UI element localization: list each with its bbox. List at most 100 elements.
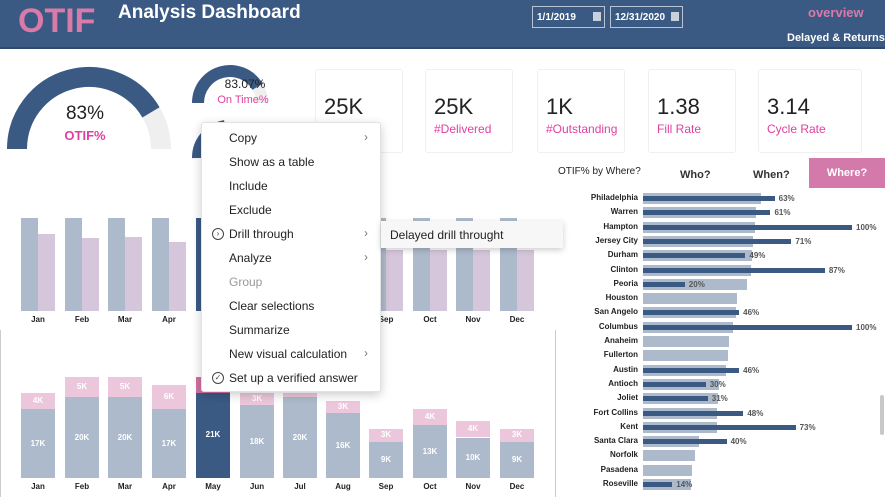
calendar-icon[interactable] (671, 12, 679, 21)
month-stack-bar-top[interactable]: 3K (500, 429, 534, 442)
menu-item-include[interactable]: Include (229, 179, 268, 193)
month-label: Jan (31, 482, 45, 491)
menu-item-copy[interactable]: Copy (229, 131, 258, 145)
menu-item-clear-selections[interactable]: Clear selections (229, 299, 315, 313)
bar-value-label: 4K (32, 396, 44, 406)
month-stack-bar[interactable]: 17K (21, 409, 55, 478)
month-bar-series1[interactable] (108, 218, 125, 311)
month-stack-bar[interactable]: 20K (108, 397, 142, 478)
city-otif-bar[interactable] (643, 381, 706, 387)
month-stack-bar-top[interactable] (283, 392, 317, 397)
start-date-picker[interactable]: 1/1/2019 (532, 6, 605, 28)
city-otif-bar[interactable] (643, 367, 740, 373)
city-otif-bar[interactable] (643, 196, 775, 201)
city-otif-bar[interactable] (643, 482, 673, 487)
month-bar-series1[interactable] (21, 218, 38, 311)
city-otif-bar[interactable] (643, 253, 746, 259)
month-bar-series2[interactable] (473, 249, 490, 311)
city-otif-bar[interactable] (643, 410, 744, 416)
city-otif-bar[interactable] (643, 210, 771, 216)
start-date: 1/1/2019 (537, 12, 576, 23)
month-bar-series2[interactable] (386, 249, 403, 311)
city-otif-bar[interactable] (643, 439, 727, 445)
tab-where[interactable]: Where? (809, 158, 885, 188)
city-otif-label: 100% (856, 222, 877, 232)
month-label: Feb (74, 482, 90, 491)
month-bar-series1[interactable] (152, 218, 169, 311)
city-total-bar[interactable] (643, 464, 692, 476)
city-otif-bar[interactable] (643, 324, 852, 330)
kpi-value: 25K (324, 94, 364, 119)
menu-item-set-up-a-verified-answer[interactable]: Set up a verified answer (229, 371, 358, 385)
city-label: Roseville (602, 479, 638, 488)
city-otif-bar[interactable] (643, 310, 740, 316)
month-stack-bar-top[interactable]: 5K (65, 376, 99, 397)
otif-gauge (7, 67, 171, 150)
month-stack-bar-top[interactable]: 5K (108, 376, 142, 397)
city-otif-bar[interactable] (643, 424, 796, 430)
kpi-card: 1K #Outstanding (537, 69, 625, 153)
month-stack-bar-top[interactable]: 3K (326, 401, 360, 414)
city-otif-bar[interactable] (643, 281, 685, 287)
tab-who[interactable]: Who? (680, 169, 711, 181)
month-bar-series1[interactable] (65, 218, 82, 311)
nav-overview[interactable]: overview (808, 5, 864, 20)
month-bar-series2[interactable] (38, 233, 55, 311)
month-bar-series2[interactable] (430, 249, 447, 311)
month-bar-series2[interactable] (82, 237, 99, 311)
ontime-gauge (192, 65, 268, 104)
month-stack-bar[interactable]: 20K (283, 397, 317, 478)
city-label: Jersey City (595, 235, 638, 245)
menu-item-exclude[interactable]: Exclude (229, 203, 272, 217)
city-otif-bar[interactable] (643, 238, 792, 244)
menu-item-analyze[interactable]: Analyze (229, 251, 272, 265)
bar-value-label: 3K (251, 394, 263, 403)
month-stack-bar-top[interactable]: 4K (21, 392, 55, 410)
month-label: Mar (117, 482, 133, 491)
month-bar-series2[interactable] (517, 249, 534, 311)
city-label: Anaheim (604, 336, 638, 345)
city-otif-label: 87% (828, 265, 845, 275)
menu-item-summarize[interactable]: Summarize (229, 323, 290, 337)
month-stack-bar[interactable]: 17K (152, 409, 186, 478)
city-otif-bar[interactable] (643, 224, 852, 230)
menu-item-show-as-a-table[interactable]: Show as a table (229, 155, 315, 169)
city-label: Fort Collins (593, 407, 638, 417)
tab-when[interactable]: When? (753, 169, 790, 181)
month-stack-bar[interactable]: 16K (326, 413, 360, 478)
month-stack-bar[interactable]: 20K (65, 397, 99, 478)
month-stack-bar[interactable]: 21K (196, 392, 230, 478)
month-stack-bar[interactable]: 10K (456, 437, 490, 478)
scrollbar[interactable] (880, 395, 884, 435)
city-otif-bar[interactable] (643, 396, 708, 402)
submenu-delayed-drill-through[interactable]: Delayed drill throught (381, 221, 563, 248)
city-otif-bar[interactable] (643, 267, 825, 273)
month-stack-bar-top[interactable]: 3K (240, 392, 274, 406)
end-date-picker[interactable]: 12/31/2020 (610, 6, 683, 28)
check-circle-icon: ✓ (212, 372, 224, 384)
city-total-bar[interactable] (643, 278, 747, 290)
month-stack-bar[interactable]: 13K (413, 425, 447, 478)
city-total-bar[interactable] (643, 450, 695, 462)
month-stack-bar[interactable]: 9K (369, 441, 403, 478)
calendar-icon[interactable] (593, 12, 601, 21)
month-bar-series2[interactable] (169, 242, 186, 311)
ontime-gauge-fill (192, 65, 263, 104)
kpi-value: 1K (546, 94, 573, 119)
month-stack-bar-top[interactable]: 4K (456, 421, 490, 438)
month-stack-bar[interactable]: 18K (240, 405, 274, 478)
month-stack-bar[interactable]: 9K (500, 441, 534, 478)
month-stack-bar-top[interactable]: 4K (413, 409, 447, 426)
month-label: Jun (249, 482, 265, 491)
nav-delayed-returns[interactable]: Delayed & Returns (787, 32, 885, 44)
city-total-bar[interactable] (643, 336, 729, 347)
where-chart-title: OTIF% by Where? (558, 166, 641, 177)
month-stack-bar-top[interactable]: 6K (152, 384, 186, 410)
month-stack-bar-top[interactable]: 3K (369, 429, 403, 442)
menu-item-drill-through[interactable]: Drill through (229, 227, 294, 241)
month-bar-series2[interactable] (125, 236, 142, 311)
city-total-bar[interactable] (643, 350, 728, 362)
menu-item-new-visual-calculation[interactable]: New visual calculation (229, 347, 348, 361)
bar-value-label: 4K (467, 424, 479, 434)
city-total-bar[interactable] (643, 293, 737, 305)
